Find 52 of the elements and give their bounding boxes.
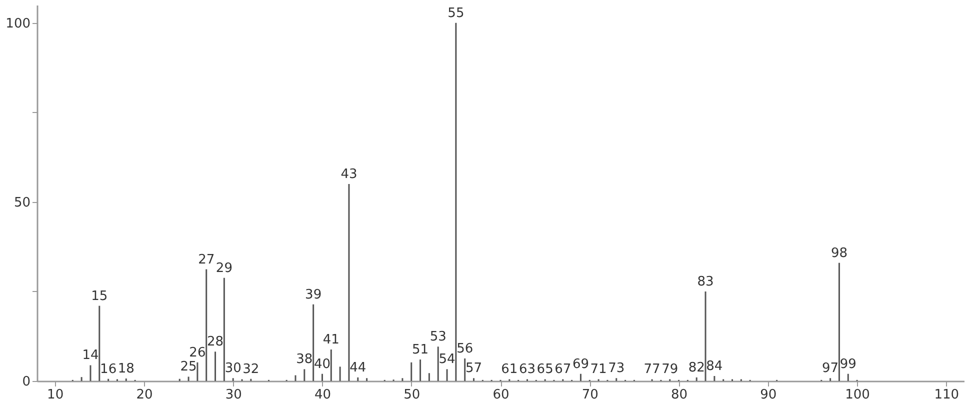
annotation: 29: [216, 260, 232, 276]
annotation: 39: [305, 287, 322, 302]
x-tick-label: 20: [136, 388, 153, 402]
annotation: 53: [430, 330, 446, 345]
x-tick-label: 50: [404, 388, 420, 402]
annotation: 57: [465, 361, 482, 376]
annotation: 56: [456, 341, 474, 356]
annotation: 30: [224, 361, 242, 376]
x-tick-label: 90: [760, 388, 777, 402]
annotation: 41: [322, 332, 340, 348]
annotation: 83: [697, 274, 714, 290]
annotation: 54: [438, 352, 456, 368]
x-tick-label: 110: [934, 388, 960, 402]
annotation: 99: [840, 356, 856, 372]
y-tick-label: 100: [6, 16, 30, 32]
annotation: 73: [608, 361, 625, 376]
annotation: 77: [644, 362, 660, 378]
annotation: 43: [340, 167, 358, 182]
annotation: 67: [554, 362, 572, 378]
annotation: 32: [242, 362, 260, 377]
x-tick-label: 40: [314, 388, 332, 402]
y-tick-label: 50: [14, 195, 30, 210]
annotation: 44: [350, 360, 366, 376]
annotation: 18: [118, 361, 134, 376]
annotation: 61: [501, 362, 518, 378]
annotation: 38: [296, 352, 313, 368]
annotation: 82: [688, 360, 705, 376]
annotation: 25: [180, 360, 197, 375]
annotation: 84: [706, 358, 723, 374]
annotation: 98: [830, 246, 848, 261]
annotation: 14: [82, 348, 99, 364]
annotation: 26: [189, 345, 206, 360]
annotation: 65: [536, 362, 554, 378]
annotation: 63: [518, 362, 536, 378]
annotation: 27: [198, 252, 215, 268]
annotation: 79: [662, 362, 678, 378]
annotation: 15: [91, 288, 108, 304]
x-tick-label: 70: [582, 388, 598, 402]
annotation: 55: [448, 6, 464, 21]
x-tick-label: 100: [845, 388, 870, 402]
annotation: 16: [100, 362, 117, 377]
x-tick-label: 30: [225, 388, 242, 402]
annotation: 97: [822, 361, 839, 376]
x-tick-label: 10: [47, 388, 64, 402]
annotation: 40: [314, 356, 331, 372]
annotation: 69: [572, 356, 589, 372]
y-tick-label: 0: [22, 374, 30, 390]
annotation: 28: [206, 334, 224, 350]
annotation: 71: [590, 362, 607, 378]
x-tick-label: 80: [670, 388, 688, 402]
x-tick-label: 60: [492, 388, 510, 402]
annotation: 51: [412, 342, 429, 358]
